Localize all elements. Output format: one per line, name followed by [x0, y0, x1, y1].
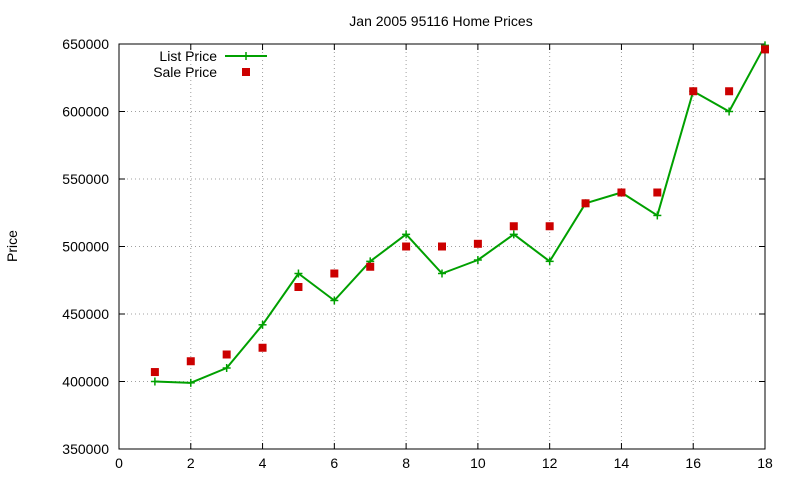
legend-marker — [242, 52, 250, 60]
data-point — [150, 368, 159, 377]
x-tick-label: 2 — [187, 455, 195, 471]
data-point — [689, 87, 698, 96]
data-point — [150, 377, 159, 386]
data-point — [186, 357, 195, 366]
series-2 — [150, 45, 769, 377]
x-tick-label: 4 — [259, 455, 267, 471]
data-point — [545, 257, 554, 266]
data-point — [473, 256, 482, 264]
data-point — [330, 296, 339, 305]
data-point — [402, 242, 411, 251]
y-tick-label: 650000 — [62, 36, 109, 52]
data-point — [222, 350, 231, 359]
data-point — [294, 269, 303, 278]
legend-label: List Price — [159, 48, 217, 64]
data-point — [725, 107, 734, 116]
data-point — [222, 364, 231, 372]
chart-title: Jan 2005 95116 Home Prices — [349, 13, 532, 29]
data-point — [438, 242, 446, 251]
data-point — [366, 262, 375, 271]
data-point — [617, 188, 626, 197]
y-tick-label: 400000 — [62, 374, 109, 390]
data-point — [545, 222, 554, 231]
data-point — [330, 269, 339, 278]
data-point — [473, 239, 482, 248]
x-tick-label: 0 — [115, 455, 123, 471]
axis-ticks: 0 2 4 6 8 10 12 14 16 18 350000 400000 450000 500000 5… — [62, 36, 773, 471]
y-tick-label: 450000 — [62, 306, 109, 322]
series-layer — [150, 41, 769, 387]
data-point — [402, 230, 411, 239]
data-point — [653, 188, 662, 197]
data-point — [258, 320, 267, 329]
data-point — [581, 199, 590, 208]
x-tick-label: 8 — [402, 455, 410, 471]
data-point — [294, 283, 303, 291]
data-point — [761, 45, 769, 54]
data-point — [509, 222, 518, 231]
x-tick-label: 14 — [614, 455, 630, 471]
y-tick-label: 550000 — [62, 171, 109, 187]
y-axis-label: Price — [4, 230, 20, 262]
legend-marker — [242, 68, 250, 76]
x-tick-label: 16 — [685, 455, 701, 471]
series-line — [154, 44, 766, 384]
x-tick-label: 12 — [542, 455, 558, 471]
y-tick-label: 600000 — [62, 104, 109, 120]
data-point — [509, 230, 518, 239]
x-tick-label: 18 — [757, 455, 773, 471]
x-tick-label: 6 — [330, 455, 338, 471]
legend-label: Sale Price — [153, 64, 217, 80]
y-tick-label: 350000 — [62, 441, 109, 457]
data-point — [725, 87, 734, 96]
y-tick-label: 500000 — [62, 239, 109, 255]
series-1 — [150, 41, 769, 387]
data-point — [653, 211, 662, 220]
x-tick-label: 10 — [470, 455, 486, 471]
data-point — [186, 378, 195, 387]
data-point — [258, 343, 267, 352]
data-point — [438, 269, 446, 278]
